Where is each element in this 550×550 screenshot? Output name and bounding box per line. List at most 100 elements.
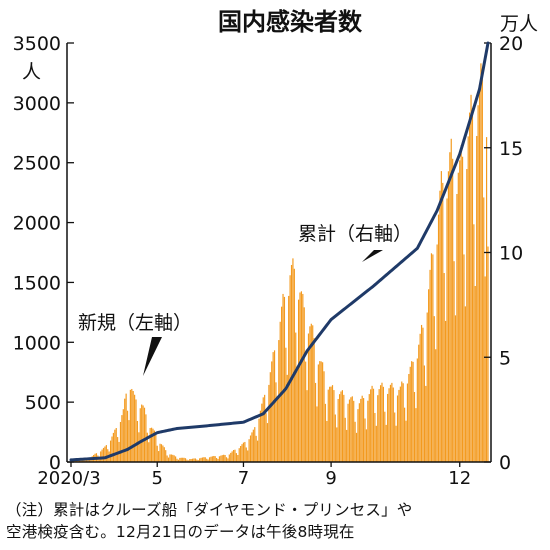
daily-bar [471,107,474,462]
daily-bar [326,420,328,462]
daily-bar [121,415,123,462]
daily-bar [319,361,321,462]
daily-bar [252,429,254,462]
daily-bar [237,454,239,462]
daily-bar [122,409,124,462]
daily-bar [320,361,322,462]
daily-bar [166,455,168,462]
daily-bar [266,423,269,462]
daily-bar [300,291,303,462]
cumulative-line [69,41,490,462]
daily-bar [245,447,247,462]
daily-bar [119,421,122,462]
daily-bar [163,447,165,462]
daily-bar [354,421,356,462]
daily-bar [128,420,130,462]
right-axis-unit-label: 万人 [500,13,538,35]
daily-bar [459,160,461,462]
daily-bar [481,75,483,462]
daily-bar [485,137,488,462]
daily-bar [381,382,383,462]
daily-bar [218,456,221,462]
daily-bar [305,361,307,462]
daily-bar [480,63,482,462]
daily-bar [309,326,311,462]
daily-bar [208,457,211,462]
daily-bar [347,403,349,462]
daily-bar [411,361,413,462]
daily-bar [432,254,434,462]
daily-bar [138,432,140,462]
daily-bar [445,320,447,462]
cumulative-pointer [362,250,383,262]
daily-bar [338,394,341,462]
daily-bar [405,420,407,462]
daily-bar [422,327,424,462]
daily-bar [327,389,329,462]
daily-bar [430,253,433,462]
daily-bar [375,425,377,462]
daily-bar [190,459,192,462]
daily-bar [143,407,146,462]
daily-bar [404,407,406,462]
daily-bar [436,244,438,462]
daily-bar [293,268,295,462]
daily-bar [478,84,481,463]
daily-bar [435,349,437,462]
daily-bar [232,450,235,462]
daily-bar [290,264,293,462]
daily-bar [235,453,237,462]
daily-bar [104,446,106,462]
daily-bar [454,315,457,462]
daily-bar [194,458,196,462]
daily-bar [211,456,213,462]
daily-bar [273,350,276,462]
daily-bar [343,394,345,462]
daily-bar [429,269,431,462]
daily-bar [213,455,215,462]
x-axis-tick-label: 2020/3 [37,468,100,489]
daily-bar [398,389,400,462]
daily-bar [217,458,219,462]
cumulative-annotation-label: 累計（右軸） [298,223,412,245]
daily-bar [223,454,225,462]
daily-bar [440,171,442,462]
daily-pointer [143,337,162,376]
daily-bar [357,409,359,462]
daily-bar [259,410,262,462]
daily-bar [331,385,334,462]
daily-bar [214,456,216,462]
daily-bar [275,382,277,462]
daily-bar [197,460,199,462]
daily-bar [487,246,489,462]
daily-bar [295,332,297,462]
daily-bar [149,428,151,462]
daily-bar [477,105,479,462]
daily-bar [272,352,274,462]
daily-bar [261,403,263,462]
right-axis-tick-label: 0 [499,452,511,474]
daily-bar [227,458,229,462]
daily-bar [360,398,362,462]
daily-bar [312,325,314,462]
daily-bar [333,390,335,462]
daily-bar [337,398,339,462]
daily-bar [134,394,136,462]
daily-bar [241,444,243,462]
daily-bar [371,385,373,462]
daily-bar [186,459,188,462]
daily-bar [453,261,455,462]
daily-bar [461,156,464,463]
daily-bar [220,455,222,462]
daily-bar [416,358,418,462]
daily-bar [350,397,352,462]
daily-bar [160,444,163,462]
daily-bar [387,393,389,462]
daily-bar [278,340,280,462]
daily-bar [228,454,230,462]
daily-bar [262,397,264,462]
daily-bar [88,459,90,462]
daily-bar [136,420,139,462]
daily-bar [388,388,390,462]
